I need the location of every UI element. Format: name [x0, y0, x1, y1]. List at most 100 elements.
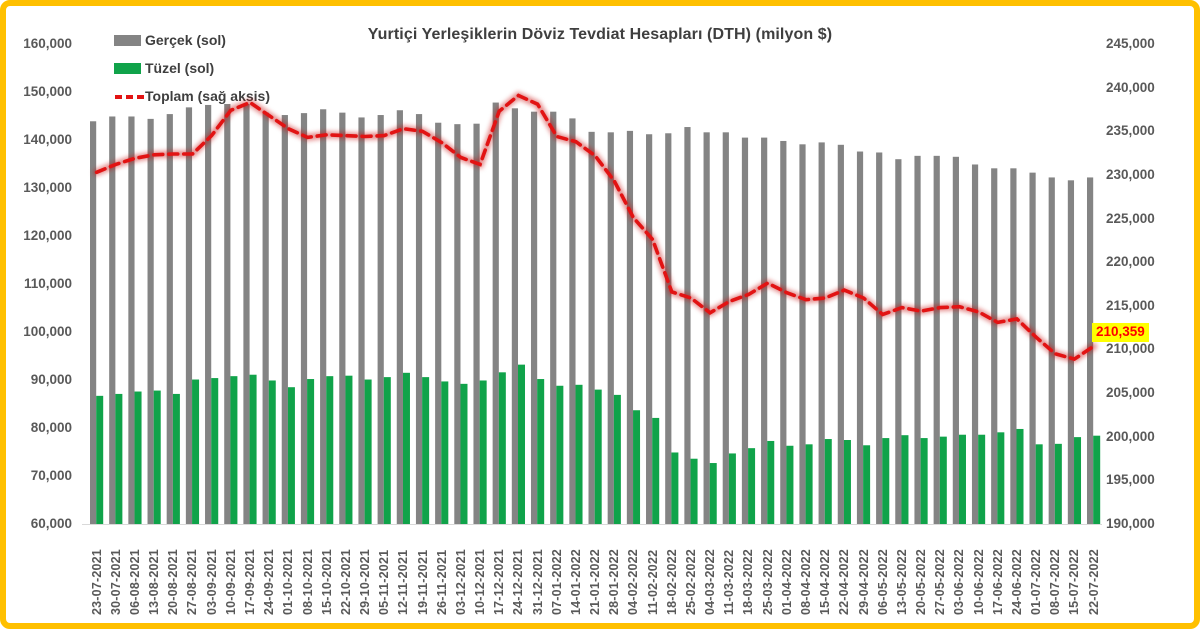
bar-tuzel [728, 453, 736, 524]
bar-tuzel [192, 379, 200, 524]
x-axis-line [82, 524, 1102, 525]
left-axis-tick-label: 110,000 [23, 276, 72, 291]
bar-tuzel [575, 384, 583, 524]
bar-gercek [722, 132, 729, 524]
bar-gercek [492, 102, 499, 524]
bar-gercek [837, 144, 844, 525]
right-axis-tick-label: 205,000 [1106, 385, 1155, 401]
line-series-toplam [93, 91, 1098, 363]
left-axis-tick-label: 60,000 [30, 516, 72, 531]
bar-tuzel [901, 435, 909, 524]
right-axis-tick-label: 245,000 [1106, 36, 1155, 51]
bar-gercek [914, 155, 921, 524]
bar-tuzel [498, 372, 506, 524]
bar-gercek [454, 124, 461, 524]
bar-tuzel [1074, 437, 1082, 524]
bar-tuzel [997, 432, 1005, 524]
bar-gercek [109, 116, 116, 524]
bar-tuzel [345, 375, 353, 524]
bar-tuzel [863, 445, 871, 524]
bar-gercek [1010, 168, 1017, 524]
bar-gercek [243, 104, 250, 524]
bar-gercek [185, 107, 193, 525]
bar-tuzel [671, 452, 679, 524]
bar-gercek [895, 159, 902, 524]
legend-label-toplam: Toplam (sağ aksis) [145, 88, 271, 104]
bar-tuzel [556, 385, 564, 524]
bar-gercek [799, 144, 806, 524]
bar-tuzel [1093, 435, 1101, 524]
bar-gercek [128, 116, 135, 524]
bar-tuzel [172, 393, 180, 524]
right-axis-tick-label: 195,000 [1106, 472, 1155, 488]
bar-gercek [300, 113, 308, 525]
bar-tuzel [920, 438, 928, 524]
bar-gercek [703, 132, 710, 524]
bar-tuzel [709, 463, 717, 524]
left-axis-tick-label: 80,000 [30, 420, 72, 435]
bar-tuzel [652, 417, 660, 524]
bar-tuzel [786, 445, 794, 524]
bar-tuzel [518, 364, 526, 524]
bar-gercek [473, 123, 480, 525]
bar-gercek [415, 114, 423, 524]
bar-gercek [147, 118, 154, 524]
bar-tuzel [460, 383, 468, 524]
bar-gercek [166, 114, 173, 524]
bar-gercek [377, 115, 384, 524]
bar-gercek [511, 108, 519, 524]
bar-gercek [646, 134, 653, 525]
bar-gercek [971, 164, 979, 525]
bar-gercek [396, 110, 403, 525]
bar-gercek [281, 115, 288, 524]
bar-tuzel [1035, 444, 1043, 524]
line-toplam-dash [94, 93, 1096, 362]
right-axis-tick-label: 200,000 [1106, 428, 1155, 444]
bar-tuzel [153, 390, 161, 524]
bar-tuzel [690, 458, 698, 524]
left-axis-tick-label: 70,000 [30, 468, 72, 483]
bar-tuzel [748, 448, 756, 524]
right-axis-tick-label: 230,000 [1106, 166, 1155, 182]
legend: Gerçek (sol) Tüzel (sol) Toplam (sağ aks… [114, 26, 270, 110]
bar-gercek [205, 104, 212, 525]
bar-tuzel [268, 380, 276, 524]
bar-tuzel [364, 379, 372, 524]
bar-tuzel [978, 434, 986, 524]
bar-tuzel [537, 379, 545, 524]
bar-tuzel [402, 372, 410, 524]
data-label-annotation: 210,359 [1092, 323, 1149, 342]
bar-gercek [626, 130, 634, 524]
right-axis-tick-label: 215,000 [1106, 297, 1155, 313]
bar-tuzel [882, 438, 890, 524]
plot-area [90, 91, 1101, 525]
left-axis-tick-label: 160,000 [23, 36, 72, 51]
bar-tuzel [594, 389, 602, 524]
bar-gercek [952, 156, 959, 525]
bar-tuzel [958, 434, 966, 524]
bar-tuzel [805, 444, 813, 524]
left-axis-tick-label: 130,000 [23, 180, 72, 195]
bar-gercek [588, 131, 595, 524]
bar-tuzel [287, 387, 295, 524]
bar-tuzel [1016, 428, 1024, 524]
legend-item-toplam: Toplam (sağ aksis) [114, 82, 270, 110]
bar-gercek [991, 168, 998, 524]
bar-tuzel [307, 379, 315, 524]
left-axis-tick-label: 100,000 [23, 324, 72, 339]
bar-tuzel [422, 377, 430, 524]
bar-gercek [569, 118, 576, 525]
bar-gercek [1067, 180, 1075, 524]
left-axis-tick-label: 150,000 [23, 84, 72, 99]
legend-swatch-tuzel [114, 62, 141, 74]
bar-tuzel [441, 381, 449, 524]
bar-gercek [435, 122, 442, 524]
bar-gercek [339, 112, 346, 524]
legend-item-tuzel: Tüzel (sol) [114, 54, 270, 82]
bar-gercek [780, 140, 787, 524]
bar-gercek [607, 132, 614, 524]
bar-tuzel [479, 380, 487, 524]
legend-swatch-toplam [114, 90, 144, 102]
bar-tuzel [767, 440, 775, 524]
